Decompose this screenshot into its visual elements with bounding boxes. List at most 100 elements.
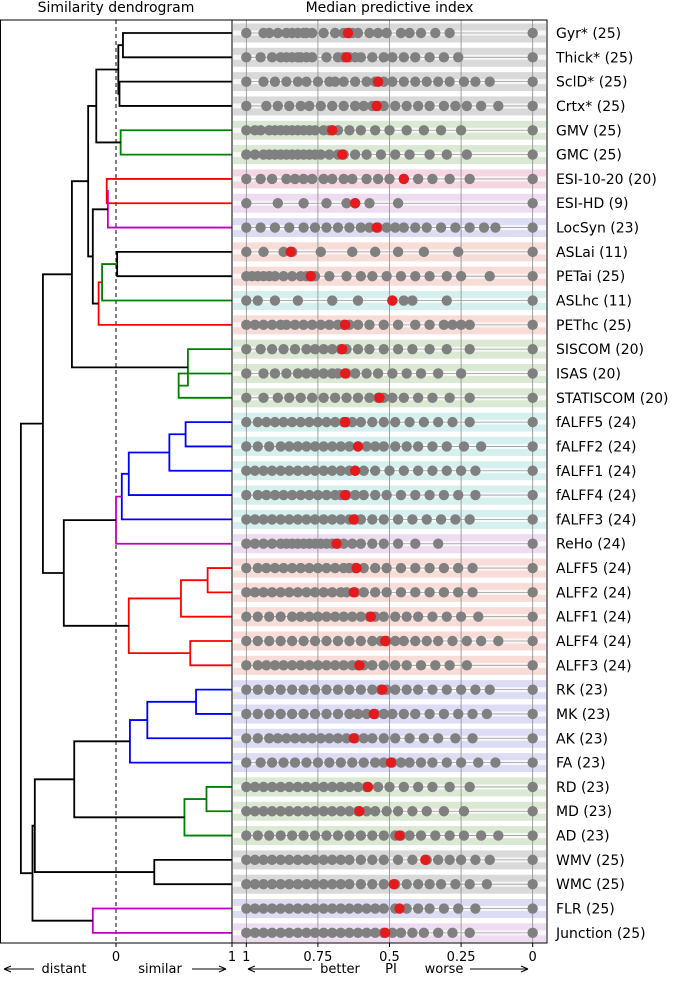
data-point xyxy=(412,903,424,914)
median-point xyxy=(342,27,354,39)
data-point xyxy=(241,708,252,720)
data-point xyxy=(458,830,470,841)
median-point xyxy=(337,343,348,355)
data-point xyxy=(367,416,378,428)
data-point xyxy=(309,781,321,793)
data-point xyxy=(358,757,369,768)
data-point xyxy=(527,76,538,87)
data-point xyxy=(275,927,286,939)
data-point xyxy=(527,830,538,841)
data-point xyxy=(241,295,252,306)
data-point xyxy=(309,684,321,695)
data-point xyxy=(241,587,252,598)
data-point xyxy=(252,562,263,574)
data-point xyxy=(266,587,278,598)
data-point xyxy=(432,927,444,939)
data-point xyxy=(410,271,421,282)
data-point xyxy=(309,879,321,890)
data-point xyxy=(255,173,266,185)
data-point xyxy=(432,368,444,379)
dendrogram-link xyxy=(183,798,232,837)
data-point xyxy=(427,173,438,185)
data-point xyxy=(306,392,318,403)
data-point xyxy=(309,854,321,866)
data-point xyxy=(298,684,309,695)
data-point xyxy=(332,368,344,379)
data-point xyxy=(298,830,309,841)
data-point xyxy=(309,635,321,647)
data-point xyxy=(321,830,332,841)
data-point xyxy=(390,660,401,671)
data-point xyxy=(369,927,381,939)
data-point xyxy=(424,489,435,501)
data-point xyxy=(390,733,401,744)
data-point xyxy=(318,879,329,890)
data-point xyxy=(249,587,261,598)
data-point xyxy=(284,781,295,793)
data-point xyxy=(309,368,321,379)
data-point xyxy=(321,489,332,501)
dendrogram-link xyxy=(105,178,232,205)
data-point xyxy=(392,198,404,209)
data-point xyxy=(241,416,252,428)
data-point xyxy=(401,125,412,136)
data-point xyxy=(455,465,467,476)
data-point xyxy=(321,222,332,233)
data-point xyxy=(309,343,321,355)
row-label: GMC (25) xyxy=(556,148,622,164)
data-point xyxy=(332,684,344,695)
data-point xyxy=(444,854,455,866)
data-point xyxy=(264,27,275,39)
data-point xyxy=(527,635,538,647)
dendrogram-link xyxy=(127,451,232,496)
data-point xyxy=(292,806,304,817)
data-point xyxy=(266,854,278,866)
data-point xyxy=(398,465,410,476)
data-point xyxy=(284,441,295,452)
data-point xyxy=(464,222,475,233)
data-point xyxy=(289,343,301,355)
data-point xyxy=(306,173,318,185)
data-point xyxy=(241,343,252,355)
data-point xyxy=(318,781,329,793)
median-point xyxy=(305,271,316,282)
row-label: fALFF5 (24) xyxy=(556,415,637,431)
data-point xyxy=(458,441,470,452)
data-point xyxy=(369,757,381,768)
data-point xyxy=(453,562,464,574)
data-point xyxy=(266,465,278,476)
data-point xyxy=(355,514,367,525)
data-point xyxy=(327,343,338,355)
data-point xyxy=(344,222,355,233)
data-point xyxy=(295,660,306,671)
data-point xyxy=(375,149,387,160)
median-point xyxy=(339,416,351,428)
data-point xyxy=(455,319,467,331)
data-point xyxy=(249,514,261,525)
data-point xyxy=(381,489,392,501)
data-point xyxy=(352,343,364,355)
data-point xyxy=(335,514,347,525)
data-point xyxy=(390,222,401,233)
data-point xyxy=(249,538,261,549)
data-point xyxy=(301,903,312,914)
data-point xyxy=(378,903,389,914)
data-point xyxy=(321,52,332,63)
data-point xyxy=(527,562,538,574)
data-point xyxy=(398,295,410,306)
data-point xyxy=(438,319,450,331)
data-point xyxy=(338,173,349,185)
data-point xyxy=(249,879,261,890)
data-point xyxy=(252,635,263,647)
median-point xyxy=(380,927,391,939)
median-point xyxy=(388,879,399,890)
median-point xyxy=(362,781,374,793)
data-point xyxy=(249,149,261,160)
data-point xyxy=(269,271,281,282)
data-point xyxy=(344,830,355,841)
data-point xyxy=(475,635,487,647)
dendrogram-link xyxy=(119,129,232,156)
data-point xyxy=(266,879,278,890)
row-label: STATISCOM (20) xyxy=(556,391,668,407)
row-label: ASLhc (11) xyxy=(556,294,632,310)
